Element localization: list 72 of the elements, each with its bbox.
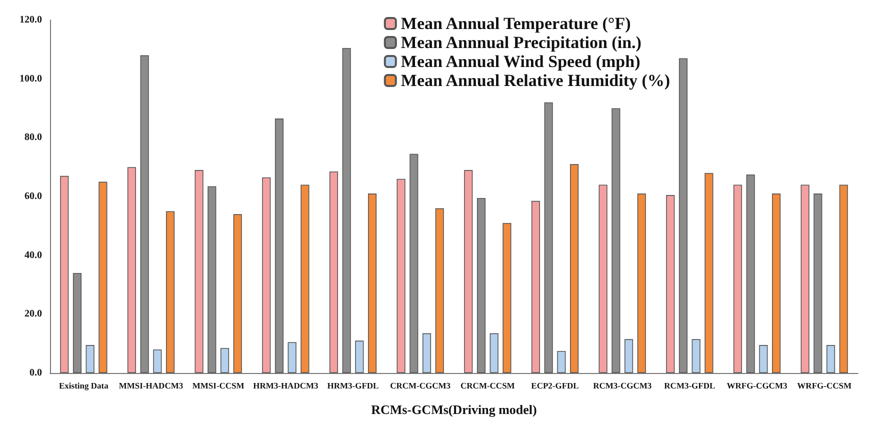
x-tick-label: CRCM-CCSM: [460, 380, 515, 390]
bar: [422, 333, 432, 373]
bar: [194, 170, 204, 373]
bar: [166, 211, 175, 373]
bar: [598, 184, 608, 373]
y-tick-label: 60.0: [24, 191, 42, 202]
bar: [435, 208, 444, 373]
bar: [368, 194, 377, 373]
y-tick-label: 20.0: [24, 308, 42, 320]
bar: [570, 164, 579, 373]
y-tick-label: 120.0: [20, 14, 42, 26]
bar: [800, 184, 810, 373]
bar: [410, 154, 418, 373]
x-tick-label: MMSI-CCSM: [192, 380, 244, 390]
bar: [772, 194, 781, 373]
bar: [274, 118, 284, 373]
x-tick-label: HRM3-GFDL: [327, 380, 380, 390]
x-tick-label: Existing Data: [58, 380, 110, 390]
bar: [544, 102, 553, 373]
bar: [733, 184, 742, 373]
bar: [329, 171, 338, 373]
legend-label: Mean Annual Temperature (°F): [400, 14, 631, 33]
legend-label: Mean Annual Relative Humidity (%): [400, 71, 670, 90]
y-tick-label: 100.0: [20, 73, 42, 84]
x-tick-label: HRM3-HADCM3: [253, 380, 318, 390]
bar: [288, 342, 296, 373]
bar: [60, 176, 69, 373]
bar: [300, 184, 310, 373]
bar: [678, 58, 688, 373]
bar: [262, 177, 271, 373]
bar: [464, 170, 473, 373]
y-tick-label: 80.0: [24, 132, 42, 144]
bar: [502, 222, 512, 373]
bar: [220, 348, 230, 373]
bar: [72, 272, 82, 373]
x-axis-title: RCMs-GCMs(Driving model): [371, 402, 537, 417]
bar: [557, 350, 566, 373]
bar: [637, 194, 646, 373]
bar: [208, 186, 216, 373]
bar: [86, 345, 94, 373]
bar: [612, 108, 620, 373]
y-tick-label: 40.0: [24, 250, 42, 261]
bar: [153, 349, 162, 373]
bar: [233, 214, 242, 373]
bar: [98, 182, 108, 373]
bar: [692, 339, 700, 373]
bar: [666, 195, 675, 373]
x-tick-label: CRCM-CGCM3: [390, 380, 451, 390]
bar: [140, 55, 149, 373]
bar: [624, 339, 634, 373]
bar: [476, 198, 486, 373]
bar: [814, 194, 822, 373]
x-tick-label: WRFG-CCSM: [797, 380, 852, 390]
legend-label: Mean Annual Wind Speed (mph): [400, 52, 640, 71]
x-tick-label: RCM3-CGCM3: [593, 380, 652, 390]
bar: [396, 178, 406, 373]
legend-label: Mean Annnual Precipitation (in.): [400, 33, 642, 52]
bar: [490, 333, 498, 373]
x-tick-label: WRFG-CGCM3: [726, 380, 788, 390]
x-tick-label: RCM3-GFDL: [664, 380, 716, 390]
bar: [826, 345, 836, 373]
bar: [759, 345, 768, 373]
y-tick-label: 0.0: [30, 368, 42, 378]
bar: [342, 48, 351, 373]
bar: [839, 184, 848, 373]
bar: [127, 167, 136, 373]
x-tick-label: MMSI-HADCM3: [118, 380, 184, 390]
bar: [531, 200, 540, 373]
bar: [704, 172, 714, 373]
bar: [746, 174, 755, 373]
x-tick-label: ECP2-GFDL: [531, 380, 580, 390]
bar: [355, 340, 364, 373]
